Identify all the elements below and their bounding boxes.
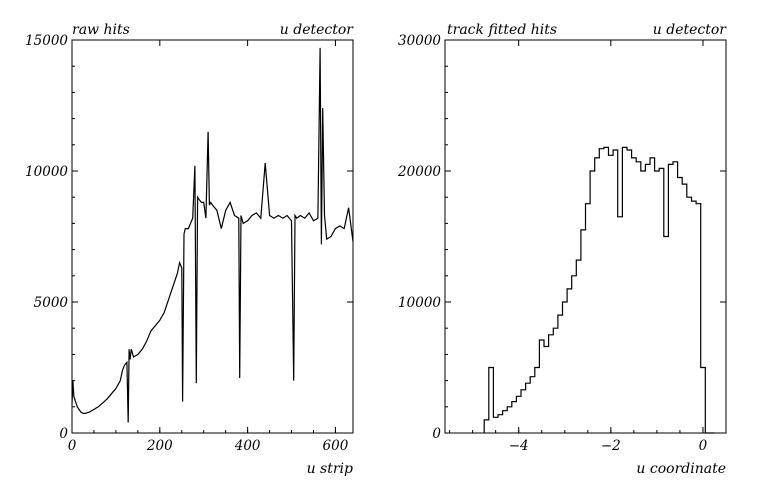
right-plot-frame <box>444 39 727 434</box>
right-y-tick-label: 20000 <box>397 164 441 180</box>
right-title: track fitted hits <box>447 22 557 38</box>
left-x-tick-label: 200 <box>146 438 173 454</box>
right-x-axis-label: u coordinate <box>636 461 726 477</box>
left-data-marks <box>71 47 354 423</box>
left-x-axis-label: u strip <box>307 461 353 477</box>
left-plot-frame <box>71 39 354 434</box>
right-detector-label: u detector <box>653 22 728 38</box>
left-x-tick-label: 600 <box>323 438 349 454</box>
left-series-line <box>71 47 354 423</box>
left-panel: raw hits u detector u strip 0 5000 10000 15… <box>25 22 354 477</box>
left-x-tick-label: 400 <box>234 438 261 454</box>
right-axis-ticks: 0 10000 20000 30000 −4 −2 0 <box>397 33 727 454</box>
right-series-line <box>483 146 715 434</box>
left-title: raw hits <box>72 22 130 38</box>
right-y-tick-label: 30000 <box>398 33 441 49</box>
left-y-tick-label: 5000 <box>34 295 69 311</box>
left-axis-ticks: 0 5000 10000 15000 0 200 400 600 <box>25 33 353 454</box>
left-detector-label: u detector <box>280 22 355 38</box>
right-y-tick-label: 10000 <box>398 295 441 311</box>
left-x-tick-label: 0 <box>68 438 77 454</box>
left-y-tick-label: 10000 <box>25 164 68 180</box>
right-x-tick-label: 0 <box>699 438 708 454</box>
right-y-tick-label: 0 <box>432 426 441 442</box>
right-x-tick-label: −4 <box>509 438 529 454</box>
right-x-tick-label: −2 <box>601 438 621 454</box>
right-data-marks <box>483 146 715 434</box>
right-panel: track fitted hits u detector u coordinat… <box>397 22 727 477</box>
left-y-tick-label: 15000 <box>25 33 68 49</box>
left-y-tick-label: 0 <box>59 426 68 442</box>
